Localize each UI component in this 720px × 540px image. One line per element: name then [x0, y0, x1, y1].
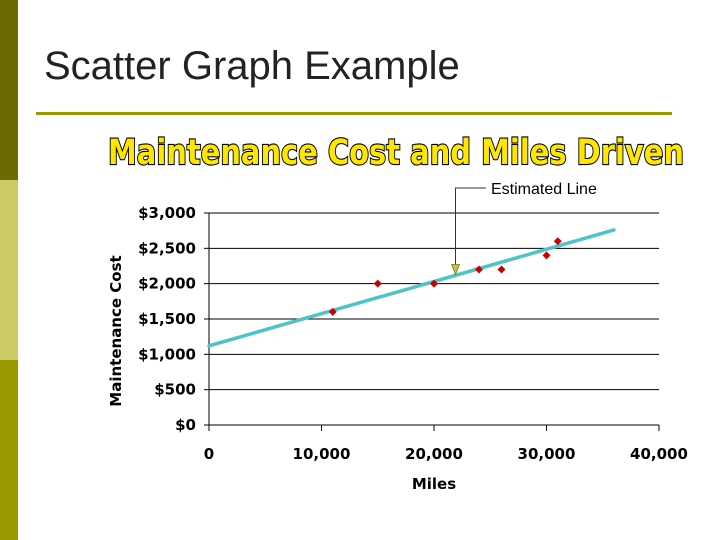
x-axis-label: Miles: [412, 475, 456, 493]
callout-arrowhead: [450, 264, 461, 276]
estimated-line-callout: Estimated Line: [450, 181, 597, 276]
accent-bar-top: [0, 0, 18, 180]
gridlines: [209, 212, 659, 426]
accent-bar-middle: [0, 180, 18, 360]
y-tick-label: $2,500: [138, 239, 196, 257]
callout-connector: [455, 187, 486, 266]
data-points: [328, 237, 562, 316]
title-underline: [36, 112, 672, 115]
y-tick-label: $2,000: [138, 275, 196, 293]
trend-layer: [207, 228, 616, 348]
accent-bar-bottom: [0, 360, 18, 540]
data-point-6: [553, 237, 562, 246]
axes: [204, 212, 660, 431]
data-point-1: [373, 279, 382, 288]
slide-title: Scatter Graph Example: [44, 44, 460, 88]
y-tick-label: $0: [175, 416, 196, 434]
data-point-0: [328, 307, 337, 316]
y-tick-label: $1,500: [138, 310, 196, 328]
y-axis-label: Maintenance Cost: [107, 255, 125, 406]
tick-labels: $0 $500 $1,000 $1,500 $2,000 $2,500 $3,000 0 10,…: [138, 204, 688, 463]
estimated-trend-line: [207, 228, 616, 348]
x-tick-label: 0: [204, 445, 214, 463]
y-tick-label: $3,000: [138, 204, 196, 222]
data-point-4: [497, 265, 506, 274]
x-tick-label: 10,000: [293, 445, 351, 463]
y-tick-label: $1,000: [138, 345, 196, 363]
data-point-2: [430, 279, 438, 288]
x-tick-label: 20,000: [405, 445, 463, 463]
callout-label: Estimated Line: [491, 181, 597, 198]
chart-title: Maintenance Cost and Miles Driven: [108, 133, 684, 173]
data-point-3: [475, 265, 483, 274]
data-point-5: [542, 251, 551, 260]
x-tick-label: 30,000: [518, 445, 576, 463]
y-tick-label: $500: [154, 381, 196, 399]
x-tick-label: 40,000: [630, 445, 688, 463]
